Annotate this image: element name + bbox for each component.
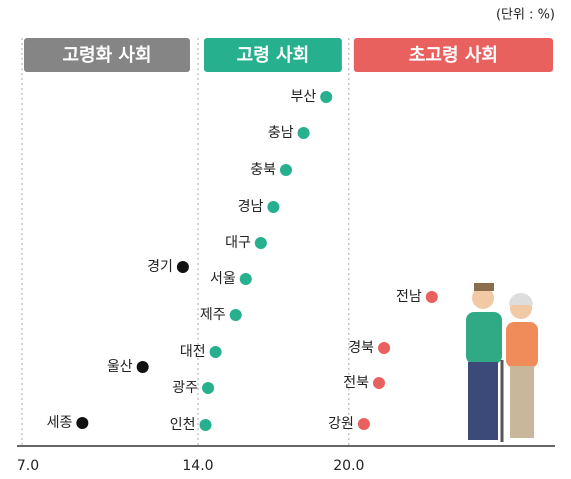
point-label: 경남 bbox=[238, 199, 264, 215]
point-label: 대구 bbox=[225, 235, 251, 251]
illustration bbox=[466, 283, 538, 442]
point-label: 부산 bbox=[290, 89, 316, 105]
legend-label: 초고령 사회 bbox=[409, 45, 498, 66]
point-label: 충북 bbox=[250, 162, 276, 178]
dot bbox=[230, 309, 242, 321]
point-label: 경기 bbox=[147, 259, 173, 275]
point-label: 강원 bbox=[328, 416, 354, 432]
point-label: 경북 bbox=[348, 340, 374, 356]
point-label: 제주 bbox=[200, 307, 226, 323]
dot bbox=[373, 377, 385, 389]
dot bbox=[358, 418, 370, 430]
dot bbox=[255, 237, 267, 249]
unit-note: (단위 : %) bbox=[496, 8, 555, 23]
point-label: 광주 bbox=[172, 380, 198, 396]
chart: (단위 : %) 7.0 14.0 20.0 고령화 사회경기울산세종 고령 사회부산충… bbox=[0, 0, 571, 479]
dot bbox=[177, 261, 189, 273]
point-label: 전남 bbox=[396, 289, 422, 305]
dot bbox=[280, 164, 292, 176]
point-label: 서울 bbox=[210, 271, 236, 287]
x-tick-label: 14.0 bbox=[182, 458, 213, 474]
point-label: 세종 bbox=[47, 415, 73, 431]
dot bbox=[200, 419, 212, 431]
dot bbox=[298, 127, 310, 139]
point-label: 전북 bbox=[343, 375, 369, 391]
dot bbox=[202, 382, 214, 394]
point-label: 울산 bbox=[107, 359, 133, 375]
dot bbox=[240, 273, 252, 285]
dot bbox=[267, 201, 279, 213]
point-label: 인천 bbox=[170, 417, 196, 433]
dot bbox=[426, 291, 438, 303]
point-label: 대전 bbox=[180, 344, 206, 360]
legend-label: 고령 사회 bbox=[237, 45, 310, 66]
dot bbox=[137, 361, 149, 373]
dot bbox=[76, 417, 88, 429]
point-label: 충남 bbox=[268, 125, 294, 141]
x-tick-label: 7.0 bbox=[17, 458, 39, 474]
x-tick-label: 20.0 bbox=[333, 458, 364, 474]
dot bbox=[378, 342, 390, 354]
dot bbox=[210, 346, 222, 358]
legend-label: 고령화 사회 bbox=[62, 45, 151, 66]
dot bbox=[320, 91, 332, 103]
